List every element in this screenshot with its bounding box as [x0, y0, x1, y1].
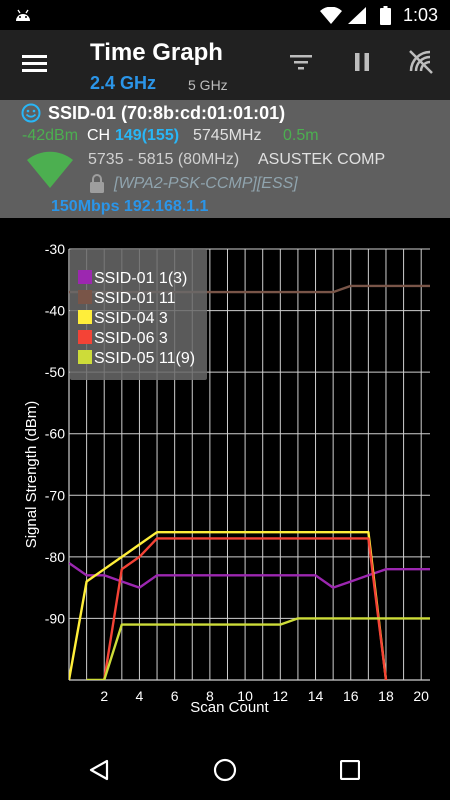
x-tick-label: 12 — [273, 688, 289, 704]
x-tick-label: 2 — [100, 688, 108, 704]
link-info: 150Mbps 192.168.1.1 — [51, 198, 209, 215]
y-tick-label: -40 — [45, 303, 65, 319]
channel-value: 149(155) — [115, 127, 180, 144]
legend-swatch — [78, 270, 92, 284]
android-notification-icon — [16, 9, 30, 21]
vendor-name: ASUSTEK COMP — [258, 151, 386, 168]
smiley-icon — [21, 103, 41, 123]
tab-5ghz[interactable]: 5 GHz — [188, 77, 228, 93]
channel-label: CH — [87, 127, 111, 144]
y-tick-label: -30 — [45, 241, 65, 257]
legend-label: SSID-06 3 — [94, 330, 168, 347]
y-tick-label: -80 — [45, 549, 65, 565]
x-tick-label: 14 — [308, 688, 324, 704]
x-tick-label: 16 — [343, 688, 359, 704]
x-tick-label: 20 — [413, 688, 429, 704]
pause-icon[interactable] — [354, 52, 370, 72]
series-line — [103, 537, 388, 680]
series-line — [69, 562, 430, 589]
status-bar: 1:03 — [0, 0, 450, 30]
frequency-value: 5745MHz — [193, 127, 262, 144]
menu-icon — [22, 55, 47, 58]
distance-value: 0.5m — [283, 127, 319, 144]
access-point-panel[interactable]: SSID-01 (70:8b:cd:01:01:01) -42dBm CH 14… — [0, 100, 450, 218]
series-line — [69, 531, 388, 680]
wifi-signal-icon — [320, 7, 342, 24]
legend-swatch — [78, 350, 92, 364]
legend-label: SSID-01 1(3) — [94, 270, 187, 287]
y-tick-label: -70 — [45, 487, 65, 503]
legend-swatch — [78, 330, 92, 344]
app-bar: Time Graph 2.4 GHz 5 GHz — [0, 30, 450, 100]
menu-button[interactable] — [22, 53, 48, 75]
legend-swatch — [78, 310, 92, 324]
y-tick-label: -60 — [45, 426, 65, 442]
y-axis-label: Signal Strength (dBm) — [23, 401, 40, 549]
x-tick-label: 18 — [378, 688, 394, 704]
recents-icon[interactable] — [340, 760, 360, 780]
signal-strength: -42dBm — [22, 127, 79, 144]
security-type: [WPA2-PSK-CCMP][ESS] — [114, 175, 298, 192]
wifi-scan-icon[interactable] — [408, 49, 434, 75]
wifi-strength-icon — [27, 151, 73, 188]
navigation-bar — [0, 740, 450, 800]
y-tick-label: -90 — [45, 610, 65, 626]
clock: 1:03 — [402, 5, 438, 25]
x-axis-label: Scan Count — [190, 699, 269, 716]
time-graph: -30 -40 -50 -60 -70 -80 -90 2 4 6 8 10 12 14 16 18 20 Sca… — [0, 218, 450, 740]
filter-icon[interactable] — [290, 53, 312, 71]
tab-2-4ghz[interactable]: 2.4 GHz — [90, 73, 157, 93]
x-tick-label: 10 — [237, 688, 253, 704]
signal-chart: -30 -40 -50 -60 -70 -80 -90 2 4 6 8 10 12 14 16 18 20 Sca… — [23, 241, 430, 716]
legend-box — [70, 249, 207, 380]
legend-label: SSID-04 3 — [94, 310, 168, 327]
ssid-label: SSID-01 (70:8b:cd:01:01:01) — [48, 103, 286, 123]
home-icon[interactable] — [213, 758, 237, 782]
lock-icon — [90, 174, 104, 193]
page-title: Time Graph — [90, 39, 223, 66]
cell-signal-icon — [348, 7, 366, 24]
x-tick-label: 6 — [171, 688, 179, 704]
back-icon[interactable] — [88, 759, 110, 781]
legend-label: SSID-05 11(9) — [94, 350, 195, 367]
frequency-range: 5735 - 5815 (80MHz) — [88, 151, 240, 168]
x-tick-label: 8 — [206, 688, 214, 704]
battery-icon — [380, 6, 391, 25]
x-tick-label: 4 — [136, 688, 144, 704]
series-line — [86, 617, 430, 680]
y-tick-label: -50 — [45, 364, 65, 380]
legend-swatch — [78, 290, 92, 304]
legend-label: SSID-01 11 — [94, 290, 176, 307]
